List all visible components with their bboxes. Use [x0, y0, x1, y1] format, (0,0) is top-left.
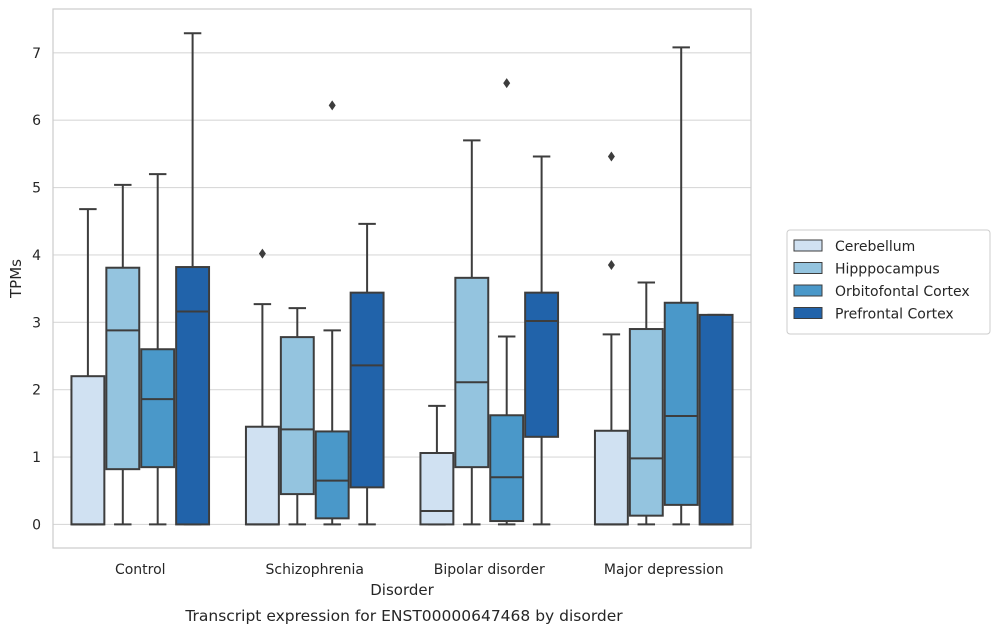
y-tick-label: 7: [32, 46, 41, 62]
y-tick-label: 5: [32, 181, 41, 197]
legend-frame: [786, 229, 991, 335]
box-cerebellum: [244, 248, 280, 526]
x-axis-label: Disorder: [370, 581, 434, 599]
box-prefrontal-cortex: [349, 222, 385, 526]
y-axis-label: TPMs: [7, 259, 25, 299]
legend-swatch: [793, 284, 823, 297]
legend-item: Prefrontal Cortex: [793, 307, 954, 323]
legend-label: Hipppocampus: [835, 262, 940, 278]
x-tick-label: Bipolar disorder: [434, 562, 545, 578]
legend-label: Prefrontal Cortex: [835, 307, 954, 323]
x-tick-labels: Control Schizophrenia Bipolar disorder Majo…: [115, 562, 724, 578]
y-tick-label: 2: [32, 383, 41, 399]
outlier-point: [503, 78, 511, 89]
box-body: [593, 429, 629, 526]
legend-swatch: [793, 262, 823, 274]
x-tick-label: Control: [115, 562, 166, 578]
box-body: [70, 375, 106, 526]
legend-swatch: [793, 307, 823, 319]
box-body: [314, 430, 350, 520]
box-body: [105, 266, 141, 471]
box-body: [419, 452, 455, 526]
outlier-point: [328, 100, 336, 111]
outlier-point: [607, 151, 615, 162]
box-body: [698, 313, 734, 526]
outlier-point: [607, 260, 615, 271]
y-tick-label: 4: [32, 248, 41, 264]
box-cerebellum: [70, 208, 106, 526]
legend-item: Cerebellum: [793, 239, 915, 255]
y-tick-label: 1: [32, 450, 41, 466]
x-tick-label: Major depression: [604, 562, 724, 578]
box-body: [489, 414, 525, 523]
y-tick-label: 3: [32, 315, 41, 331]
box-hipppocampus: [279, 307, 315, 526]
box-cerebellum: [593, 151, 629, 526]
box-body: [349, 291, 385, 489]
box-hipppocampus: [628, 281, 664, 526]
box-body: [454, 276, 490, 469]
box-prefrontal-cortex: [524, 155, 560, 526]
legend-item: Orbitofontal Cortex: [793, 284, 970, 300]
box-orbitofontal-cortex: [663, 46, 699, 526]
box-orbitofontal-cortex: [489, 78, 525, 526]
box-hipppocampus: [454, 139, 490, 526]
legend-label: Orbitofontal Cortex: [835, 284, 970, 300]
y-tick-label: 0: [32, 517, 41, 533]
box-body: [524, 291, 560, 438]
chart-caption: Transcript expression for ENST0000064746…: [184, 607, 623, 625]
box-orbitofontal-cortex: [140, 173, 176, 526]
boxes: [70, 32, 734, 526]
box-hipppocampus: [105, 183, 141, 526]
y-tick-labels: 0 1 2 3 4 5 6 7: [32, 46, 41, 534]
box-prefrontal-cortex: [175, 32, 211, 526]
legend-swatch: [793, 239, 823, 252]
legend: Cerebellum Hipppocampus Orbitofontal Corte…: [786, 229, 991, 335]
box-body: [244, 425, 280, 526]
box-cerebellum: [419, 404, 455, 526]
box-orbitofontal-cortex: [314, 100, 350, 526]
y-tick-label: 6: [32, 113, 41, 129]
plot-frame: [52, 8, 752, 549]
box-body: [175, 266, 211, 526]
box-prefrontal-cortex: [698, 313, 734, 526]
box-body: [628, 328, 664, 517]
legend-label: Cerebellum: [835, 239, 915, 255]
x-tick-label: Schizophrenia: [266, 562, 364, 578]
legend-item: Hipppocampus: [793, 262, 940, 278]
outlier-point: [258, 248, 266, 259]
box-body: [663, 301, 699, 506]
box-body: [279, 336, 315, 496]
box-body: [140, 348, 176, 469]
